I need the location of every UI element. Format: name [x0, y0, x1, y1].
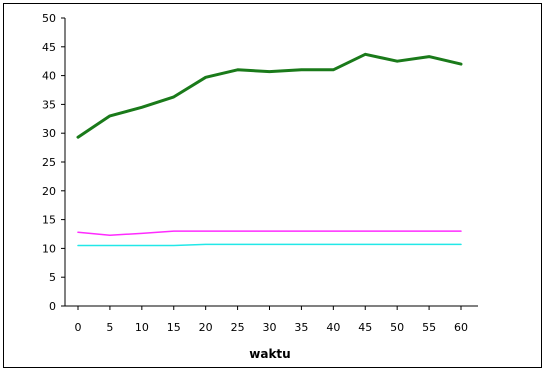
x-tick-label: 5 — [106, 321, 113, 334]
x-tick-label: 35 — [294, 321, 308, 334]
y-tick-label: 35 — [42, 98, 56, 111]
chart-axes — [64, 18, 478, 307]
x-tick-label: 50 — [390, 321, 404, 334]
x-tick-label: 0 — [75, 321, 82, 334]
series-line-2 — [77, 230, 462, 236]
x-tick-label: 30 — [263, 321, 277, 334]
x-axis-label: waktu — [249, 347, 290, 361]
x-tick-label: 60 — [454, 321, 468, 334]
y-tick-label: 45 — [42, 41, 56, 54]
y-tick-label: 40 — [42, 70, 56, 83]
x-tick-label: 25 — [231, 321, 245, 334]
y-tick-label: 15 — [42, 214, 56, 227]
series-line-3 — [77, 243, 462, 247]
y-tick-label: 5 — [49, 271, 56, 284]
y-axis-ticks: 0 5 10 15 20 25 30 35 40 45 50 — [42, 12, 65, 313]
x-axis-ticks: 0 5 10 15 20 25 30 35 40 45 50 55 60 — [75, 306, 468, 334]
y-tick-label: 0 — [49, 300, 56, 313]
y-tick-label: 20 — [42, 185, 56, 198]
y-tick-label: 30 — [42, 127, 56, 140]
y-tick-label: 25 — [42, 156, 56, 169]
y-tick-label: 50 — [42, 12, 56, 25]
x-tick-label: 40 — [326, 321, 340, 334]
series-line-1 — [76, 52, 463, 139]
x-tick-label: 15 — [167, 321, 181, 334]
x-tick-label: 45 — [358, 321, 372, 334]
chart-frame — [3, 3, 542, 368]
x-tick-label: 55 — [422, 321, 436, 334]
y-tick-label: 10 — [42, 242, 56, 255]
x-tick-label: 20 — [199, 321, 213, 334]
x-tick-label: 10 — [135, 321, 149, 334]
series-lines — [76, 52, 463, 247]
